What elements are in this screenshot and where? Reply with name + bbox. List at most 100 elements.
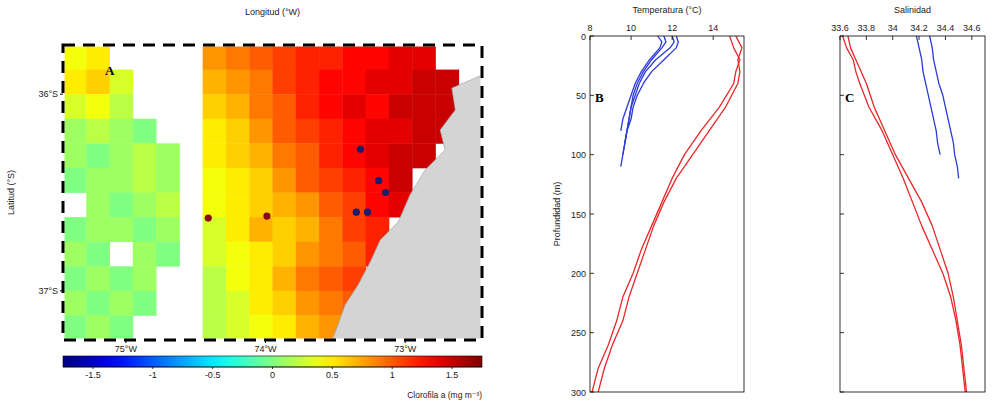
heat-cell — [133, 291, 157, 316]
heat-cell — [273, 315, 297, 340]
heat-cell — [249, 242, 273, 267]
heat-cell — [342, 94, 366, 119]
colorbar-tick — [152, 367, 153, 369]
y-tick-label: 150 — [571, 210, 586, 220]
y-tick — [840, 95, 844, 96]
heat-cell — [249, 94, 273, 119]
heat-cell — [203, 70, 227, 95]
heat-cell — [296, 266, 320, 291]
colorbar-tick — [332, 367, 333, 369]
colorbar-tick-label: -1 — [149, 370, 157, 380]
heat-cell — [86, 168, 110, 193]
y-tick — [840, 273, 844, 274]
profile-line — [621, 36, 662, 131]
heat-cell — [203, 143, 227, 168]
heat-cell — [110, 291, 134, 316]
map-panel: 75°W74°W73°W37°S36°SLongitud (°W)Latitud… — [6, 7, 482, 400]
heat-cell — [86, 242, 110, 267]
x-tick-label: 34.6 — [963, 23, 981, 33]
heat-cell — [133, 266, 157, 291]
colorbar-tick-label: 0.5 — [326, 370, 339, 380]
heat-cell — [63, 70, 87, 95]
heat-cell — [296, 242, 320, 267]
heat-cell — [296, 291, 320, 316]
heat-cell — [203, 291, 227, 316]
heat-cell — [249, 70, 273, 95]
heat-cell — [226, 242, 250, 267]
heat-cell — [203, 193, 227, 218]
heat-cell — [273, 217, 297, 242]
heat-cell — [296, 193, 320, 218]
x-tick-label: 73°W — [394, 344, 417, 354]
heat-cell — [366, 143, 390, 168]
heat-cell — [226, 217, 250, 242]
x-tick-label: 10 — [626, 23, 636, 33]
heat-cell — [156, 168, 180, 193]
x-axis-title: Temperatura (°C) — [632, 5, 701, 15]
heat-cell — [156, 143, 180, 168]
heat-cell — [273, 94, 297, 119]
heat-cell — [366, 45, 390, 70]
x-tick — [631, 36, 632, 40]
heat-cell — [63, 315, 87, 340]
plot-area — [843, 36, 967, 392]
heat-cell — [156, 193, 180, 218]
x-tick — [919, 36, 920, 40]
heat-cell — [319, 168, 343, 193]
heat-cell — [226, 291, 250, 316]
heat-cell — [319, 119, 343, 144]
y-tick-label: 200 — [571, 269, 586, 279]
heat-cell — [273, 119, 297, 144]
heat-cell — [203, 266, 227, 291]
colorbar — [63, 356, 482, 367]
x-tick — [125, 340, 126, 343]
heat-cell — [366, 119, 390, 144]
heat-cell — [86, 266, 110, 291]
frame — [840, 36, 985, 392]
heat-cell — [389, 70, 413, 95]
heat-cell — [110, 315, 134, 340]
heat-cell — [203, 45, 227, 70]
heat-cell — [86, 143, 110, 168]
heat-cell — [86, 217, 110, 242]
heat-cell — [342, 70, 366, 95]
heat-cell — [319, 193, 343, 218]
heat-cell — [296, 315, 320, 340]
station — [382, 189, 389, 196]
heat-cell — [249, 119, 273, 144]
colorbar-title: Clorofila a (mg m⁻³) — [407, 390, 482, 400]
station — [357, 146, 364, 153]
heat-cell — [389, 45, 413, 70]
heat-cell — [319, 45, 343, 70]
heat-cell — [86, 193, 110, 218]
heat-cell — [226, 45, 250, 70]
heat-cell — [63, 266, 87, 291]
heat-cell — [249, 217, 273, 242]
heat-cell — [389, 168, 413, 193]
x-tick-label: 33.6 — [831, 23, 849, 33]
heat-cell — [133, 143, 157, 168]
heat-cell — [63, 291, 87, 316]
x-tick — [713, 36, 714, 40]
x-tick — [840, 36, 841, 40]
x-tick — [892, 36, 893, 40]
heat-cell — [319, 242, 343, 267]
heat-cell — [342, 217, 366, 242]
y-tick — [590, 36, 594, 37]
heat-cell — [296, 94, 320, 119]
heat-cell — [296, 217, 320, 242]
heat-cell — [342, 45, 366, 70]
heat-cell — [249, 291, 273, 316]
heat-cell — [389, 94, 413, 119]
heat-cell — [273, 70, 297, 95]
heat-cell — [412, 70, 436, 95]
station — [364, 209, 371, 216]
colorbar-tick-label: 1.5 — [446, 370, 459, 380]
x-tick — [672, 36, 673, 40]
heat-cell — [110, 217, 134, 242]
station — [375, 177, 382, 184]
heat-cell — [389, 143, 413, 168]
y-tick — [590, 214, 594, 215]
heat-cell — [86, 291, 110, 316]
heat-cell — [63, 242, 87, 267]
